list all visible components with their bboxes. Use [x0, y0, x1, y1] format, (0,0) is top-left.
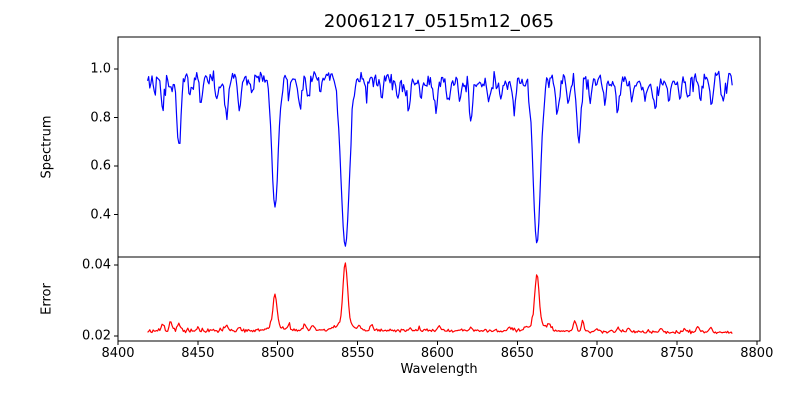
error-y-tick-label: 0.04	[82, 257, 111, 273]
chart-title: 20061217_0515m12_065	[323, 11, 555, 32]
spectrum-y-tick-label: 1.0	[90, 61, 111, 77]
spectrum-y-tick-label: 0.8	[90, 110, 111, 126]
error-axes-border	[117, 256, 761, 342]
x-tick-label: 8500	[261, 346, 295, 361]
x-tick-label: 8700	[580, 346, 614, 361]
spectrum-y-tick-label: 0.6	[90, 158, 111, 174]
x-tick-label: 8400	[101, 346, 135, 361]
spectrum-line	[146, 70, 733, 247]
spectrum-y-tick-label: 0.4	[90, 207, 111, 223]
spectrum-axes-border	[117, 36, 761, 258]
x-axis-label: Wavelength	[400, 362, 478, 377]
error-y-tick-label: 0.02	[82, 328, 111, 344]
error-y-axis-label: Error	[39, 283, 55, 315]
x-tick-label: 8800	[740, 346, 774, 361]
error-line	[147, 262, 733, 335]
x-tick-label: 8600	[420, 346, 454, 361]
x-tick-label: 8750	[660, 346, 694, 361]
x-tick-label: 8450	[181, 346, 215, 361]
x-tick-label: 8550	[341, 346, 375, 361]
x-tick-label: 8650	[500, 346, 534, 361]
